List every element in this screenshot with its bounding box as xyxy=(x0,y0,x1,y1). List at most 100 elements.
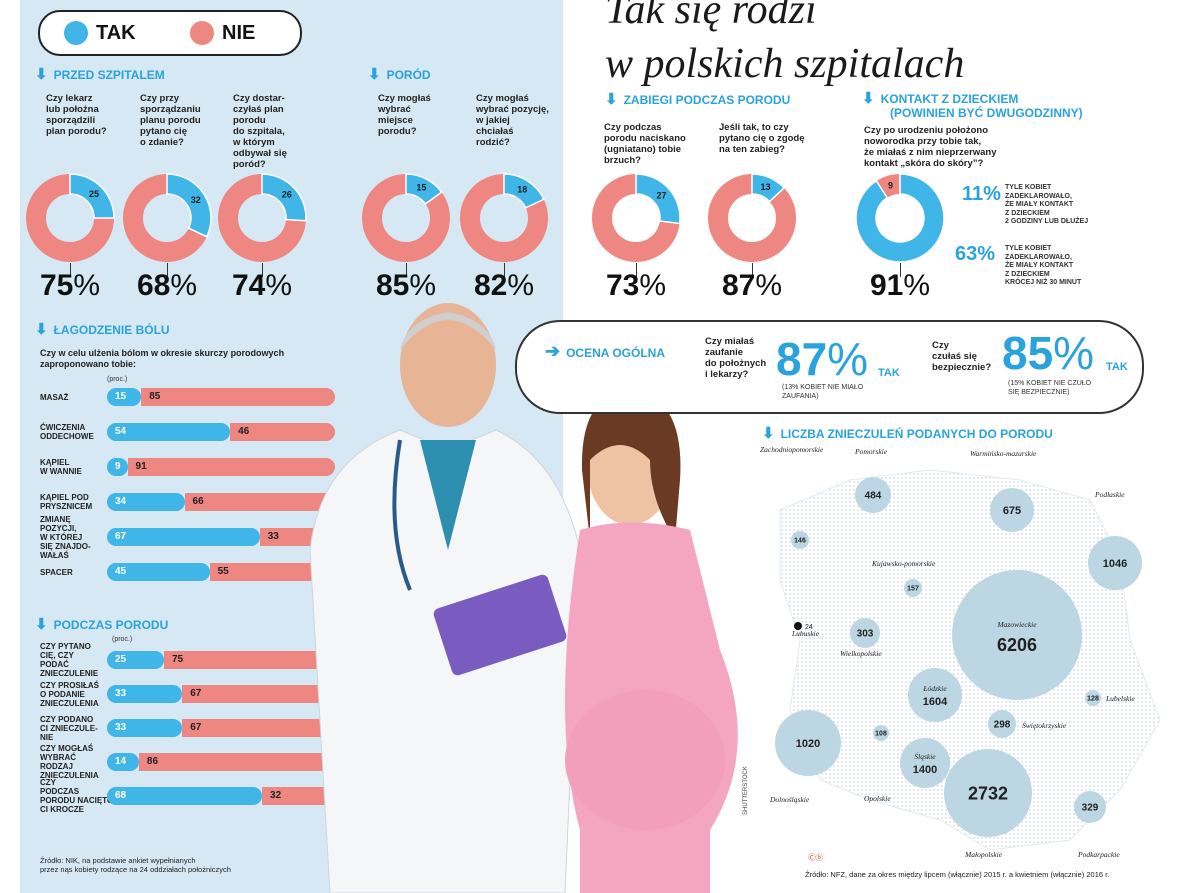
donut-percentage-symbol: % xyxy=(755,269,783,302)
donut-6: 27 xyxy=(592,173,681,262)
arrow-down-icon: ⬇ xyxy=(368,66,381,83)
copyright-mark: Ⓒⓑ xyxy=(808,853,823,862)
bar-category-label: ZMIANĘ POZYCJI, W KTÓREJ SIĘ ZNAJDO- WAŁAŚ xyxy=(40,515,91,560)
section-zabiegi: ⬇ ZABIEGI PODCZAS PORODU xyxy=(605,91,791,108)
map-bubble-value: 1604 xyxy=(923,696,948,708)
map-bubble xyxy=(990,488,1034,532)
donut-percentage-number: 85 xyxy=(375,269,410,302)
map-bubble xyxy=(952,570,1082,700)
map-region-3: 675 Warmińsko-mazurskie xyxy=(970,449,1037,532)
map-bubble-value: 1020 xyxy=(796,738,820,750)
arrow-down-icon: ⬇ xyxy=(35,321,48,338)
bar-yes-value: 45 xyxy=(115,566,127,577)
bar-no-value: 55 xyxy=(217,566,229,577)
bar-label-line: PODCZAS xyxy=(40,787,80,796)
question-line: brzuch? xyxy=(604,155,641,166)
map-bubble xyxy=(855,477,891,513)
bar-yes xyxy=(107,787,263,805)
map-bubble xyxy=(791,531,809,549)
bar-label-line: ZNIECZULENIA xyxy=(40,698,99,708)
doctor-head xyxy=(400,303,496,427)
kontakt-note-2-text: TYLE KOBIET ZADEKLAROWAŁO, ŻE MIAŁY KONT… xyxy=(1005,245,1082,286)
map-bubble-value: 128 xyxy=(1087,695,1099,702)
question-line: planu porodu xyxy=(140,115,201,126)
bar-label-line: WYBRAĆ xyxy=(40,753,76,762)
question-line: wybrać pozycję, xyxy=(476,104,549,115)
donut-percentage-symbol: % xyxy=(903,269,931,302)
donut-percentage: 82% xyxy=(454,270,554,302)
donut-pointer-line xyxy=(504,263,505,277)
question-line: poród? xyxy=(233,159,266,170)
ocena-question-2: Czy czułaś się bezpiecznie? xyxy=(932,340,992,373)
donut-percentage-number: 91 xyxy=(869,269,904,302)
donut-question: Czy dostar-czyłaś plan porodu do szpitala,… xyxy=(233,93,287,170)
map-region-label: Podkarpackie xyxy=(1077,850,1120,859)
bar-label-line: KĄPIEL POD xyxy=(40,493,89,502)
donut-4: 15 xyxy=(362,173,450,262)
patient-hair xyxy=(581,390,681,540)
question-line: lub położna xyxy=(46,104,99,115)
map-bubble xyxy=(850,618,880,648)
ocena-number: 85 xyxy=(1002,327,1054,379)
ocena-tak-2: TAK xyxy=(1106,361,1128,373)
donut-pointer-line xyxy=(900,263,901,277)
donut-segment-label: 26 xyxy=(282,190,292,200)
map-bubble xyxy=(904,579,922,597)
bar-label-line: ZNIECZULENIE xyxy=(40,669,99,678)
bar-no xyxy=(209,563,335,581)
question-line: (ugniatano) tobie xyxy=(604,144,682,155)
bar-no-value: 75 xyxy=(172,654,184,665)
map-bubble-value: 675 xyxy=(1003,505,1021,517)
map-bubble-value: 303 xyxy=(857,629,874,640)
map-region-label: Opolskie xyxy=(864,794,891,803)
map-region-label: Mazowieckie xyxy=(996,620,1037,629)
question-line: Czy mogłaś xyxy=(378,93,431,104)
bar-label-line: SIĘ ZNAJDO- xyxy=(40,541,91,551)
bar-yes xyxy=(107,651,164,669)
map-region-1: 146 Zachodniopomorskie xyxy=(760,445,824,549)
bar-label-line: CZY MOGŁAŚ xyxy=(40,744,94,753)
kontakt-note-2-value: 63% xyxy=(955,243,996,265)
ocena-tak-1: TAK xyxy=(878,367,900,379)
arrow-down-icon: ⬇ xyxy=(605,91,618,108)
donut-yes-segment xyxy=(166,173,212,238)
donut-segment-label: 32 xyxy=(191,195,201,205)
bar-label-line: NIE xyxy=(40,732,54,742)
ocena-question-1: Czy miałaś zaufanie do położnych i lekar… xyxy=(705,336,767,380)
bar-yes-value: 9 xyxy=(115,461,121,472)
bar-label-line: PORODU NACIĘTO xyxy=(40,796,114,805)
kontakt-note-1-value: 11% xyxy=(962,183,1001,205)
clipboard xyxy=(433,574,567,676)
bar-no xyxy=(182,685,335,703)
question-line: chciałaś xyxy=(476,126,514,137)
bar-category-label: CZY PYTANO CIĘ, CZY PODAĆ ZNIECZULENIE xyxy=(40,642,98,678)
donut-pointer-line xyxy=(70,263,71,277)
map-region-12: 1020 Dolnośląskie xyxy=(769,710,841,804)
donut-question: Czy podczas porodu naciskano (ugniatano) t… xyxy=(604,122,686,166)
donut-question: Czy przy sporządzaniu planu porodu pytano c… xyxy=(140,93,201,148)
map-region-13: 108 Opolskie xyxy=(864,725,891,803)
proc-label-1: (proc.) xyxy=(107,376,128,383)
donut-question: Czy mogłaś wybrać pozycję, w jakiej chciała… xyxy=(476,93,549,148)
question-line: porodu xyxy=(233,115,266,126)
donut-percentage: 87% xyxy=(702,270,802,302)
bar-yes-value: 33 xyxy=(115,722,127,733)
bar-category-label: MASAŻ xyxy=(40,393,68,402)
bar-label-line: PRYSZNICEM xyxy=(40,502,93,511)
bar-label-line: MASAŻ xyxy=(40,392,69,402)
map-region-label: Śląskie xyxy=(914,752,936,761)
map-bubble-value: 298 xyxy=(994,720,1011,731)
arrow-right-icon: ➔ xyxy=(545,341,561,361)
question-line: porodu naciskano xyxy=(604,133,686,144)
bar-label-line: O PODANIE xyxy=(40,689,85,699)
section-ocena: ➔ OCENA OGÓLNA xyxy=(545,341,665,361)
map-region-8: 6206 Mazowieckie xyxy=(952,570,1082,700)
bar-yes-value: 34 xyxy=(115,496,127,507)
section-podczas: ⬇ PODCZAS PORODU xyxy=(35,616,169,633)
map-region-label: Warmińsko-mazurskie xyxy=(970,449,1037,458)
donut-segment-label: 18 xyxy=(517,184,527,194)
donut-7: 13 xyxy=(708,173,796,262)
arrow-down-icon: ⬇ xyxy=(35,616,48,633)
bar-label-line: W WANNIE xyxy=(40,467,82,476)
bar-category-label: KĄPIEL W WANNIE xyxy=(40,458,82,476)
